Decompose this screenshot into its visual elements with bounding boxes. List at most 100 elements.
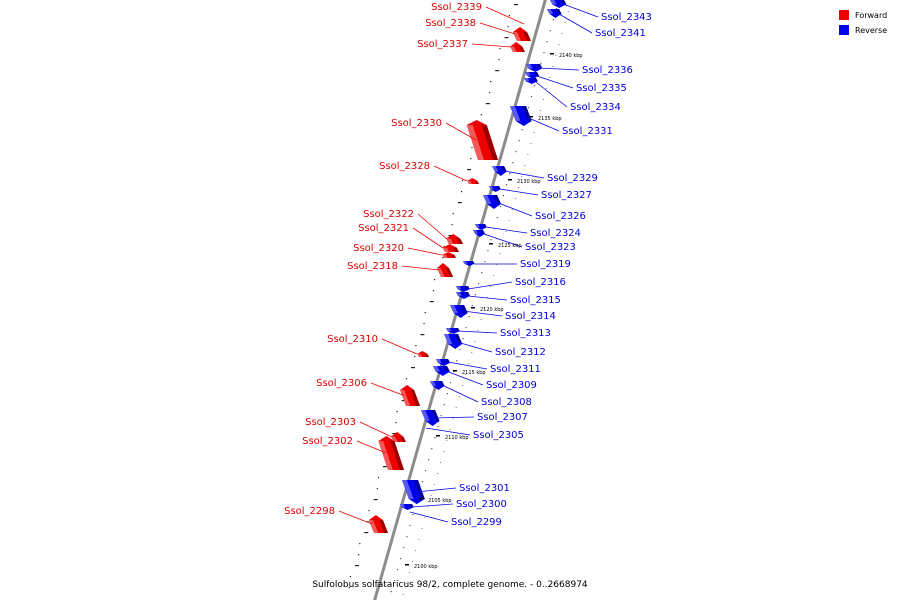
leader-line <box>445 122 477 141</box>
gene-label-ssol-2335[interactable]: Ssol_2335 <box>576 83 627 94</box>
gene-label-ssol-2329[interactable]: Ssol_2329 <box>547 173 598 184</box>
gene-label-ssol-2314[interactable]: Ssol_2314 <box>505 311 556 322</box>
kbp-tick <box>453 370 457 372</box>
gene-ssol-2306 <box>400 385 420 406</box>
leader-line <box>471 43 512 48</box>
gene-label-ssol-2299[interactable]: Ssol_2299 <box>451 517 502 528</box>
gene-ssol-2302 <box>378 436 404 470</box>
leader-line <box>415 487 457 493</box>
gene-label-ssol-2322[interactable]: Ssol_2322 <box>363 209 414 220</box>
gene-ssol-2329 <box>492 166 507 176</box>
leader-line <box>467 281 513 290</box>
gene-label-ssol-2307[interactable]: Ssol_2307 <box>477 412 528 423</box>
leader-line <box>479 22 516 35</box>
leader-line <box>456 341 493 353</box>
kbp-tick <box>436 435 440 437</box>
kbp-tick <box>471 307 475 309</box>
gene-ssol-2318 <box>437 263 453 277</box>
gene-label-ssol-2341[interactable]: Ssol_2341 <box>595 28 646 39</box>
kbp-tick <box>508 179 512 181</box>
gene-label-ssol-2301[interactable]: Ssol_2301 <box>459 483 510 494</box>
gene-label-ssol-2311[interactable]: Ssol_2311 <box>490 364 541 375</box>
gene-label-ssol-2337[interactable]: Ssol_2337 <box>417 39 468 50</box>
gene-ssol-2300 <box>400 504 414 510</box>
gene-label-ssol-2327[interactable]: Ssol_2327 <box>541 190 592 201</box>
gene-label-ssol-2313[interactable]: Ssol_2313 <box>500 328 551 339</box>
gene-label-ssol-2298[interactable]: Ssol_2298 <box>284 506 335 517</box>
kbp-tick <box>529 116 533 118</box>
gene-label-ssol-2318[interactable]: Ssol_2318 <box>347 261 398 272</box>
gene-ssol-2335 <box>525 72 539 79</box>
kbp-marker-label: 2115 kbp <box>462 370 486 376</box>
leader-line <box>425 427 471 436</box>
kbp-marker-label: 2125 kbp <box>498 243 522 249</box>
gene-label-ssol-2334[interactable]: Ssol_2334 <box>570 102 621 113</box>
leader-line <box>535 81 568 108</box>
gene-ssol-2324 <box>475 224 487 230</box>
gene-ssol-2321 <box>442 244 459 252</box>
legend-label-reverse: Reverse <box>855 26 887 35</box>
leader-line <box>483 233 523 248</box>
gene-ssol-2328 <box>467 178 479 184</box>
gene-ssol-2320 <box>442 252 456 258</box>
gene-label-ssol-2339[interactable]: Ssol_2339 <box>431 2 482 13</box>
gene-label-ssol-2305[interactable]: Ssol_2305 <box>473 430 524 441</box>
map-caption: Sulfolobus solfataricus 98/2, complete g… <box>312 580 588 590</box>
gene-label-ssol-2321[interactable]: Ssol_2321 <box>358 223 409 234</box>
gene-ssol-2312 <box>444 334 463 349</box>
leader-line <box>412 227 444 249</box>
leader-line <box>381 338 418 355</box>
gene-label-ssol-2315[interactable]: Ssol_2315 <box>510 295 561 306</box>
leader-line <box>538 67 580 71</box>
leader-line <box>485 6 525 25</box>
leader-line <box>441 384 479 403</box>
leader-line <box>457 330 498 334</box>
leader-line <box>433 416 475 419</box>
kbp-tick <box>489 243 493 245</box>
kbp-marker-label: 2135 kbp <box>538 116 562 122</box>
leader-line <box>495 201 533 217</box>
gene-label-ssol-2306[interactable]: Ssol_2306 <box>316 378 367 389</box>
leader-line <box>338 510 373 525</box>
gene-label-ssol-2323[interactable]: Ssol_2323 <box>525 242 576 253</box>
gene-ssol-2334 <box>524 78 538 84</box>
gene-ssol-2336 <box>526 64 543 72</box>
gene-ssol-2308 <box>430 381 445 390</box>
leader-line <box>447 361 488 370</box>
gene-label-ssol-2312[interactable]: Ssol_2312 <box>495 347 546 358</box>
gene-label-ssol-2310[interactable]: Ssol_2310 <box>327 334 378 345</box>
gene-label-ssol-2300[interactable]: Ssol_2300 <box>456 499 507 510</box>
gene-label-ssol-2328[interactable]: Ssol_2328 <box>379 161 430 172</box>
leader-line <box>433 165 468 182</box>
gene-label-ssol-2320[interactable]: Ssol_2320 <box>353 243 404 254</box>
kbp-marker-label: 2105 kbp <box>428 498 452 504</box>
leader-line <box>409 511 449 523</box>
gene-label-ssol-2319[interactable]: Ssol_2319 <box>520 259 571 270</box>
gene-ssol-2326 <box>483 195 501 209</box>
legend-swatch-reverse <box>839 25 849 35</box>
gene-label-ssol-2331[interactable]: Ssol_2331 <box>562 126 613 137</box>
gene-label-ssol-2302[interactable]: Ssol_2302 <box>302 436 353 447</box>
gene-ssol-2331 <box>510 106 532 126</box>
leader-line <box>359 421 393 438</box>
kbp-tick <box>419 498 423 500</box>
gene-ssol-2311 <box>436 359 450 366</box>
gene-label-ssol-2343[interactable]: Ssol_2343 <box>601 12 652 23</box>
gene-label-ssol-2330[interactable]: Ssol_2330 <box>391 118 442 129</box>
gene-label-ssol-2338[interactable]: Ssol_2338 <box>425 18 476 29</box>
kbp-marker-label: 2120 kbp <box>480 307 504 313</box>
gene-label-ssol-2316[interactable]: Ssol_2316 <box>515 277 566 288</box>
gene-label-ssol-2326[interactable]: Ssol_2326 <box>535 211 586 222</box>
gene-label-ssol-2303[interactable]: Ssol_2303 <box>305 417 356 428</box>
leader-line <box>401 265 440 271</box>
leader-line <box>356 440 387 454</box>
gene-ssol-2315 <box>456 292 470 299</box>
gene-label-ssol-2324[interactable]: Ssol_2324 <box>530 228 581 239</box>
leader-line <box>536 75 574 89</box>
gene-ssol-2343 <box>550 0 567 8</box>
legend-label-forward: Forward <box>855 11 887 20</box>
gene-label-ssol-2308[interactable]: Ssol_2308 <box>481 397 532 408</box>
gene-label-ssol-2336[interactable]: Ssol_2336 <box>582 65 633 76</box>
gene-label-ssol-2309[interactable]: Ssol_2309 <box>486 380 537 391</box>
